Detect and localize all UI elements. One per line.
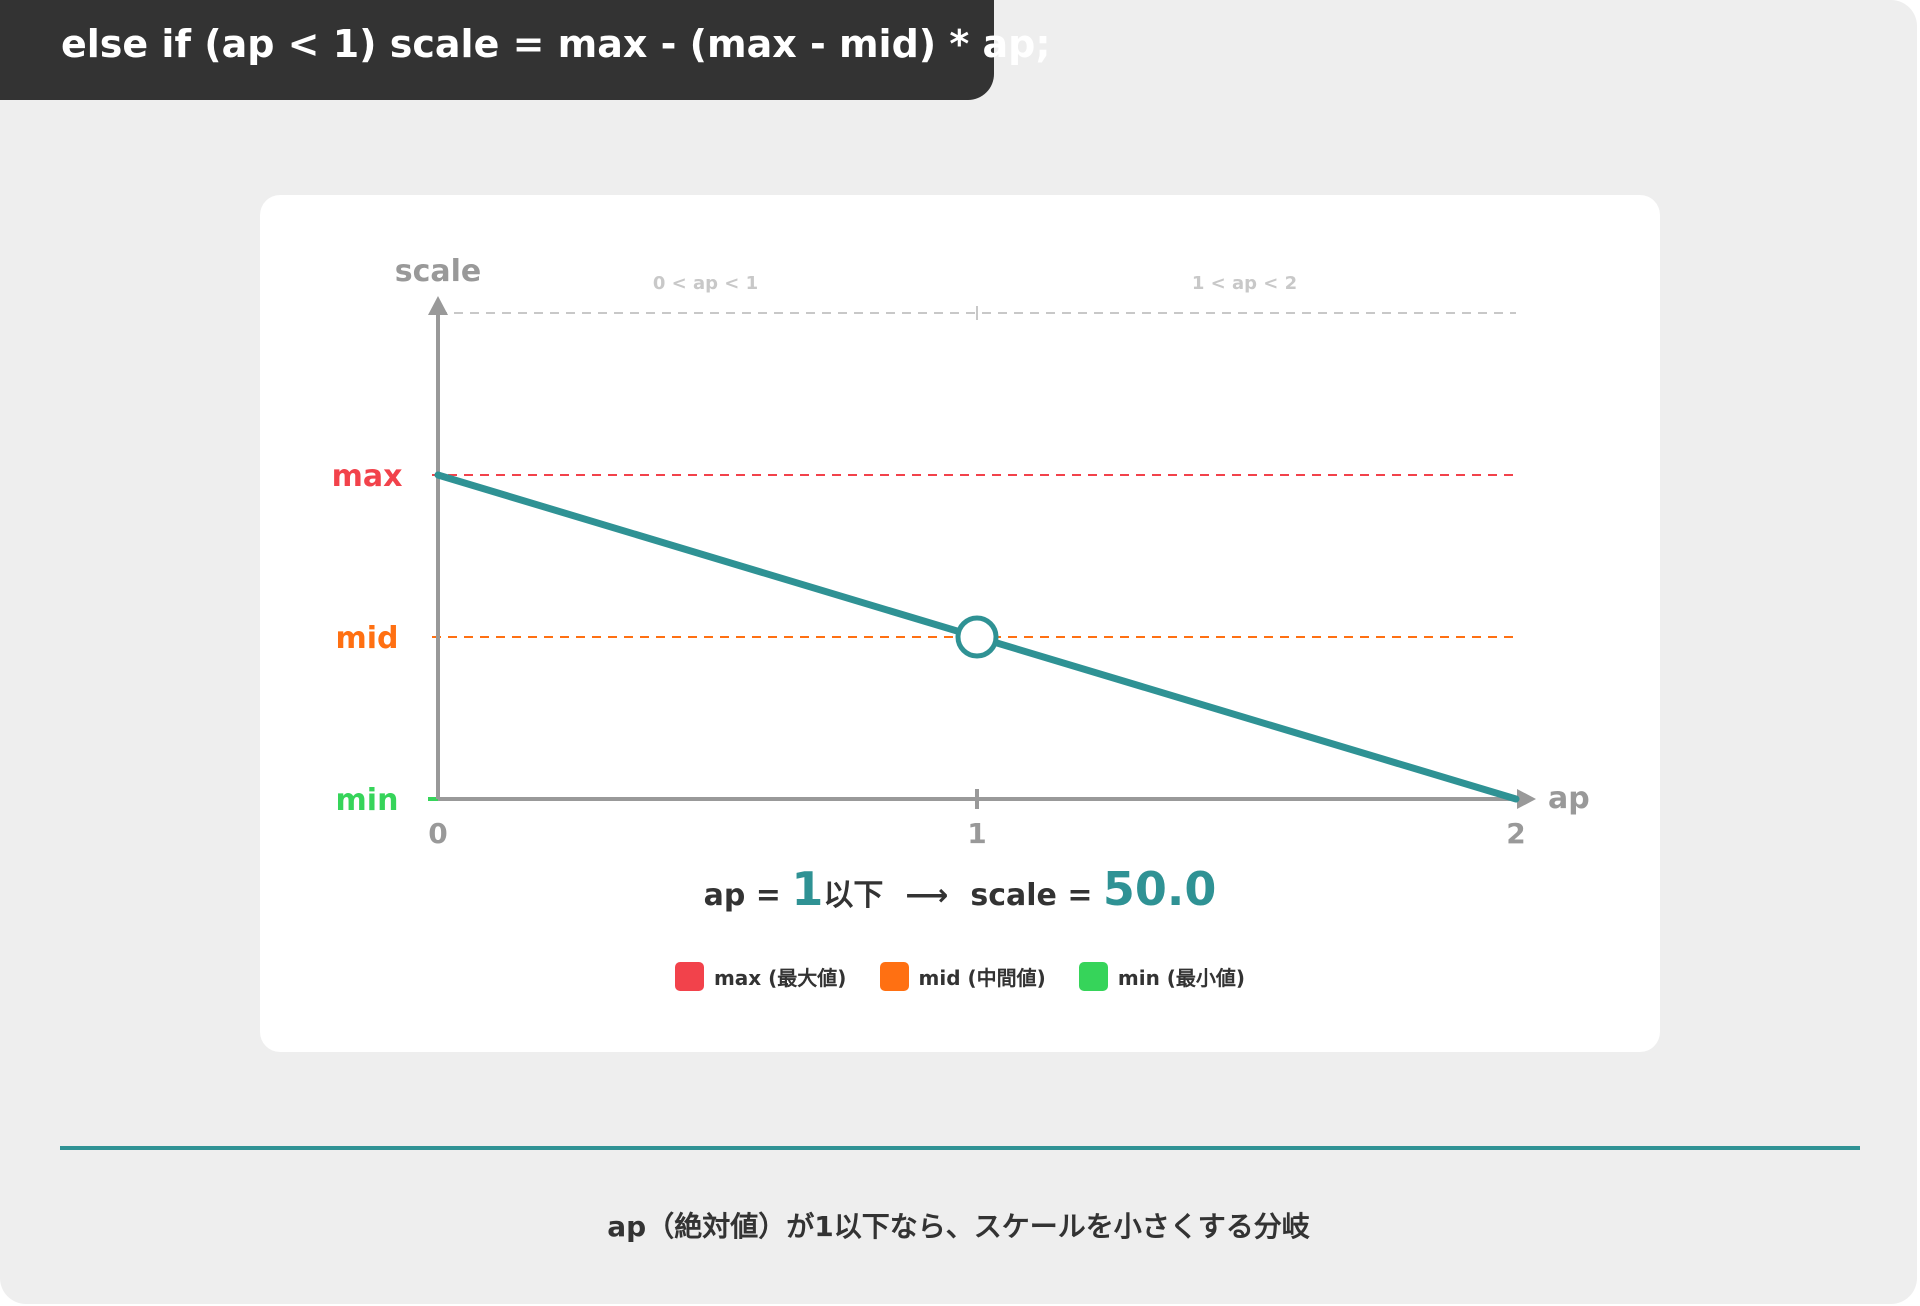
x-tick-label-2: 2 xyxy=(1506,817,1525,850)
legend: max (最大値) mid (中間値) min (最小値) xyxy=(0,962,1920,991)
legend-item-mid: mid (中間値) xyxy=(879,962,1046,991)
caption: ap（絶対値）が1以下なら、スケールを小さくする分岐 xyxy=(607,1210,1310,1243)
legend-swatch-min xyxy=(1078,962,1108,991)
current-point-marker xyxy=(955,615,999,659)
level-label-mid: mid xyxy=(335,621,398,656)
code-statement: else if (ap < 1) scale = max - (max - mi… xyxy=(61,22,1051,66)
result-summary: ap = 1以下 ⟶ scale = 50.0 xyxy=(0,862,1920,916)
chart-card xyxy=(260,195,1660,1052)
legend-label-mid: mid (中間値) xyxy=(918,966,1046,990)
level-label-min: min xyxy=(336,783,399,818)
summary-ap-prefix: ap = xyxy=(703,878,792,913)
right-arrow-icon: ⟶ xyxy=(905,878,949,913)
legend-label-max: max (最大値) xyxy=(713,966,847,990)
code-header: else if (ap < 1) scale = max - (max - mi… xyxy=(0,0,1051,100)
region-label-0: 0 < ap < 1 xyxy=(653,273,758,294)
region-label-1: 1 < ap < 2 xyxy=(1192,273,1297,294)
y-axis-label: scale xyxy=(395,254,482,289)
level-label-max: max xyxy=(332,459,403,494)
x-tick-label-0: 0 xyxy=(428,817,447,850)
summary-ap-value: 1 xyxy=(791,862,824,916)
y-axis-arrow-icon xyxy=(428,296,448,315)
legend-swatch-max xyxy=(674,962,704,991)
x-tick-label-1: 1 xyxy=(967,817,986,850)
legend-item-min: min (最小値) xyxy=(1078,962,1246,991)
summary-scale-value: 50.0 xyxy=(1102,862,1217,916)
x-axis-label: ap xyxy=(1548,781,1590,816)
x-axis-arrow-icon xyxy=(1517,789,1536,809)
summary-scale-prefix: scale = xyxy=(970,878,1103,913)
section-divider xyxy=(60,1146,1860,1150)
legend-item-max: max (最大値) xyxy=(674,962,847,991)
legend-swatch-mid xyxy=(879,962,909,991)
summary-ap-suffix: 以下 xyxy=(823,878,884,913)
legend-label-min: min (最小値) xyxy=(1117,966,1246,990)
